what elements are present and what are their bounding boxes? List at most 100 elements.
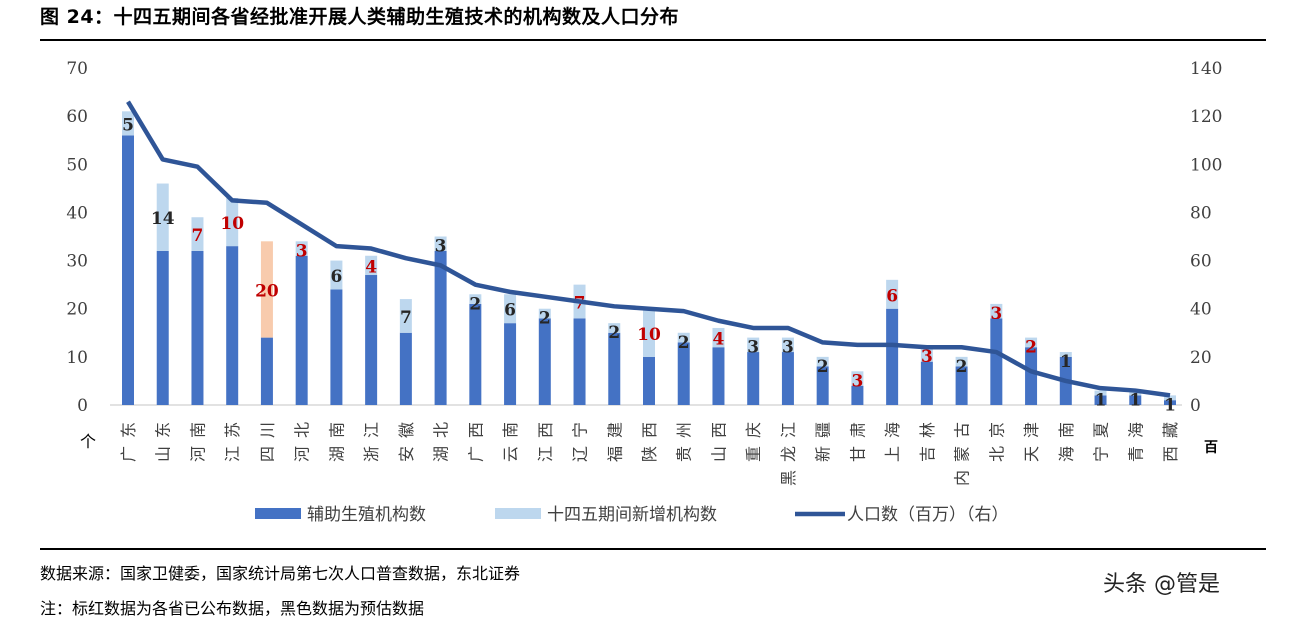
- bar-base: [573, 318, 586, 405]
- right-tick-label: 120: [1190, 107, 1222, 127]
- bar-base: [851, 385, 864, 405]
- category-label: 海南: [1057, 414, 1076, 462]
- bar-added: [677, 332, 690, 343]
- bar-base: [990, 318, 1003, 405]
- bar-added: [1059, 352, 1072, 357]
- right-tick-label: 40: [1190, 300, 1212, 320]
- bar-base: [1129, 395, 1142, 405]
- category-label: 福建: [605, 414, 624, 462]
- category-label: 重庆: [744, 414, 763, 462]
- left-tick-label: 0: [77, 396, 88, 416]
- category-label: 四川: [258, 414, 277, 462]
- bar-added: [226, 197, 239, 247]
- right-tick-label: 60: [1190, 252, 1212, 272]
- right-axis-unit: 百: [1204, 440, 1218, 456]
- category-label: 内蒙古: [953, 414, 972, 486]
- category-label: 湖北: [432, 414, 451, 462]
- bar-added: [955, 356, 968, 367]
- left-tick-label: 40: [66, 203, 88, 223]
- data-label: 7: [192, 226, 204, 246]
- category-label: 北京: [987, 414, 1006, 462]
- data-label: 2: [539, 309, 551, 329]
- left-tick-label: 30: [66, 252, 88, 272]
- data-label: 2: [469, 294, 481, 314]
- bar-base: [156, 250, 169, 405]
- left-tick-label: 20: [66, 300, 88, 320]
- category-label: 西藏: [1161, 414, 1180, 462]
- category-label: 贵州: [675, 414, 694, 462]
- category-label: 辽宁: [571, 414, 590, 462]
- bar-added: [920, 347, 933, 362]
- data-label: 2: [817, 357, 829, 377]
- left-axis-unit: 个: [80, 432, 96, 451]
- legend-label: 人口数（百万）（右）: [847, 505, 1009, 525]
- category-label: 吉林: [918, 414, 937, 462]
- category-label: 江西: [536, 414, 555, 462]
- bar-base: [747, 352, 760, 405]
- bar-base: [122, 135, 134, 405]
- data-label: 2: [956, 357, 968, 377]
- legend-swatch: [495, 508, 541, 519]
- source-note: 数据来源：国家卫健委，国家统计局第七次人口普查数据，东北证券: [40, 564, 521, 583]
- bar-added: [643, 308, 655, 357]
- data-label: 14: [151, 209, 175, 229]
- bar-added: [191, 217, 204, 251]
- left-tick-label: 50: [66, 155, 88, 175]
- population-line: [126, 100, 1171, 398]
- bar-added: [747, 337, 760, 353]
- right-tick-label: 80: [1190, 203, 1212, 223]
- bar-base: [677, 342, 690, 405]
- bar-base: [365, 275, 378, 405]
- bar-base: [712, 347, 725, 405]
- category-label: 新疆: [814, 414, 833, 462]
- legend-label: 辅助生殖机构数: [307, 505, 426, 525]
- data-label: 6: [330, 267, 342, 287]
- data-label: 3: [990, 304, 1002, 324]
- bar-base: [469, 303, 482, 405]
- data-label: 2: [678, 333, 690, 353]
- category-label: 甘肃: [848, 414, 867, 462]
- data-label: 1: [1164, 395, 1176, 415]
- bar-base: [434, 250, 447, 405]
- bar-base: [886, 308, 899, 405]
- bar-base: [643, 356, 655, 405]
- bar-added: [851, 371, 864, 386]
- data-label: 7: [400, 308, 412, 328]
- data-label: 4: [365, 257, 377, 277]
- bar-base: [226, 246, 239, 405]
- bar-added: [990, 303, 1003, 319]
- bar-added: [260, 241, 273, 338]
- watermark: 头条 @管是: [1103, 572, 1220, 597]
- footer-rule: [40, 548, 1266, 550]
- right-tick-label: 20: [1190, 348, 1212, 368]
- legend-swatch: [255, 508, 301, 519]
- bar-added: [1094, 390, 1107, 396]
- data-label: 5: [122, 115, 134, 135]
- bar-base: [538, 318, 551, 405]
- bar-base: [781, 352, 794, 405]
- bar-base: [295, 255, 308, 405]
- data-label: 6: [886, 286, 898, 306]
- category-label: 江苏: [223, 414, 242, 462]
- bar-added: [608, 323, 621, 333]
- data-label: 3: [296, 241, 308, 261]
- category-label: 广西: [466, 414, 485, 462]
- right-tick-label: 0: [1190, 396, 1201, 416]
- bar-base: [1164, 400, 1176, 405]
- bar-added: [1129, 390, 1142, 396]
- bar-base: [260, 337, 273, 405]
- data-label: 2: [608, 323, 620, 343]
- bar-added: [330, 260, 343, 290]
- category-label: 天津: [1022, 414, 1041, 462]
- bar-base: [399, 332, 412, 405]
- category-label: 浙江: [362, 414, 381, 462]
- bar-added: [434, 236, 447, 251]
- bar-base: [504, 323, 517, 405]
- bar-added: [1164, 395, 1176, 401]
- data-label: 3: [747, 338, 759, 358]
- data-label: 3: [851, 371, 863, 391]
- category-label: 上海: [883, 414, 902, 462]
- bar-added: [712, 327, 725, 348]
- bar-base: [920, 361, 933, 405]
- data-label: 10: [637, 325, 661, 345]
